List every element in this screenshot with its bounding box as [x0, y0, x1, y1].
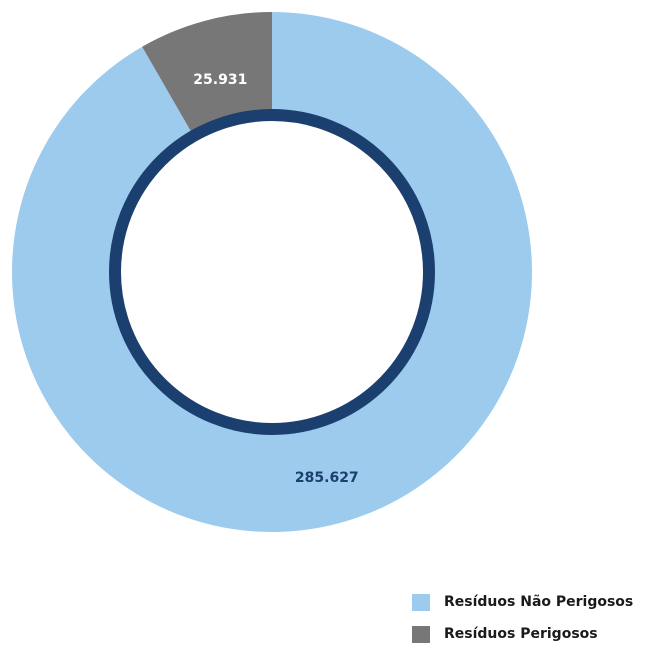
data-label-nao-perigosos: 285.627	[295, 470, 359, 486]
legend-swatch-perigosos	[412, 625, 430, 643]
legend-swatch-nao-perigosos	[412, 593, 430, 611]
data-label-perigosos: 25.931	[193, 72, 247, 88]
slice-labels: 285.627 25.931	[193, 72, 358, 486]
legend-label-perigosos: Resíduos Perigosos	[444, 626, 598, 642]
legend-item-perigosos[interactable]: Resíduos Perigosos	[412, 624, 633, 644]
legend-label-nao-perigosos: Resíduos Não Perigosos	[444, 594, 634, 610]
donut-slices	[12, 12, 533, 533]
slice-nao-perigosos[interactable]	[12, 12, 533, 533]
inner-ring	[109, 109, 435, 435]
legend-item-nao-perigosos[interactable]: Resíduos Não Perigosos	[412, 592, 633, 612]
legend: Resíduos Não Perigosos Resíduos Perigoso…	[412, 592, 633, 656]
slice-perigosos[interactable]	[142, 12, 272, 136]
